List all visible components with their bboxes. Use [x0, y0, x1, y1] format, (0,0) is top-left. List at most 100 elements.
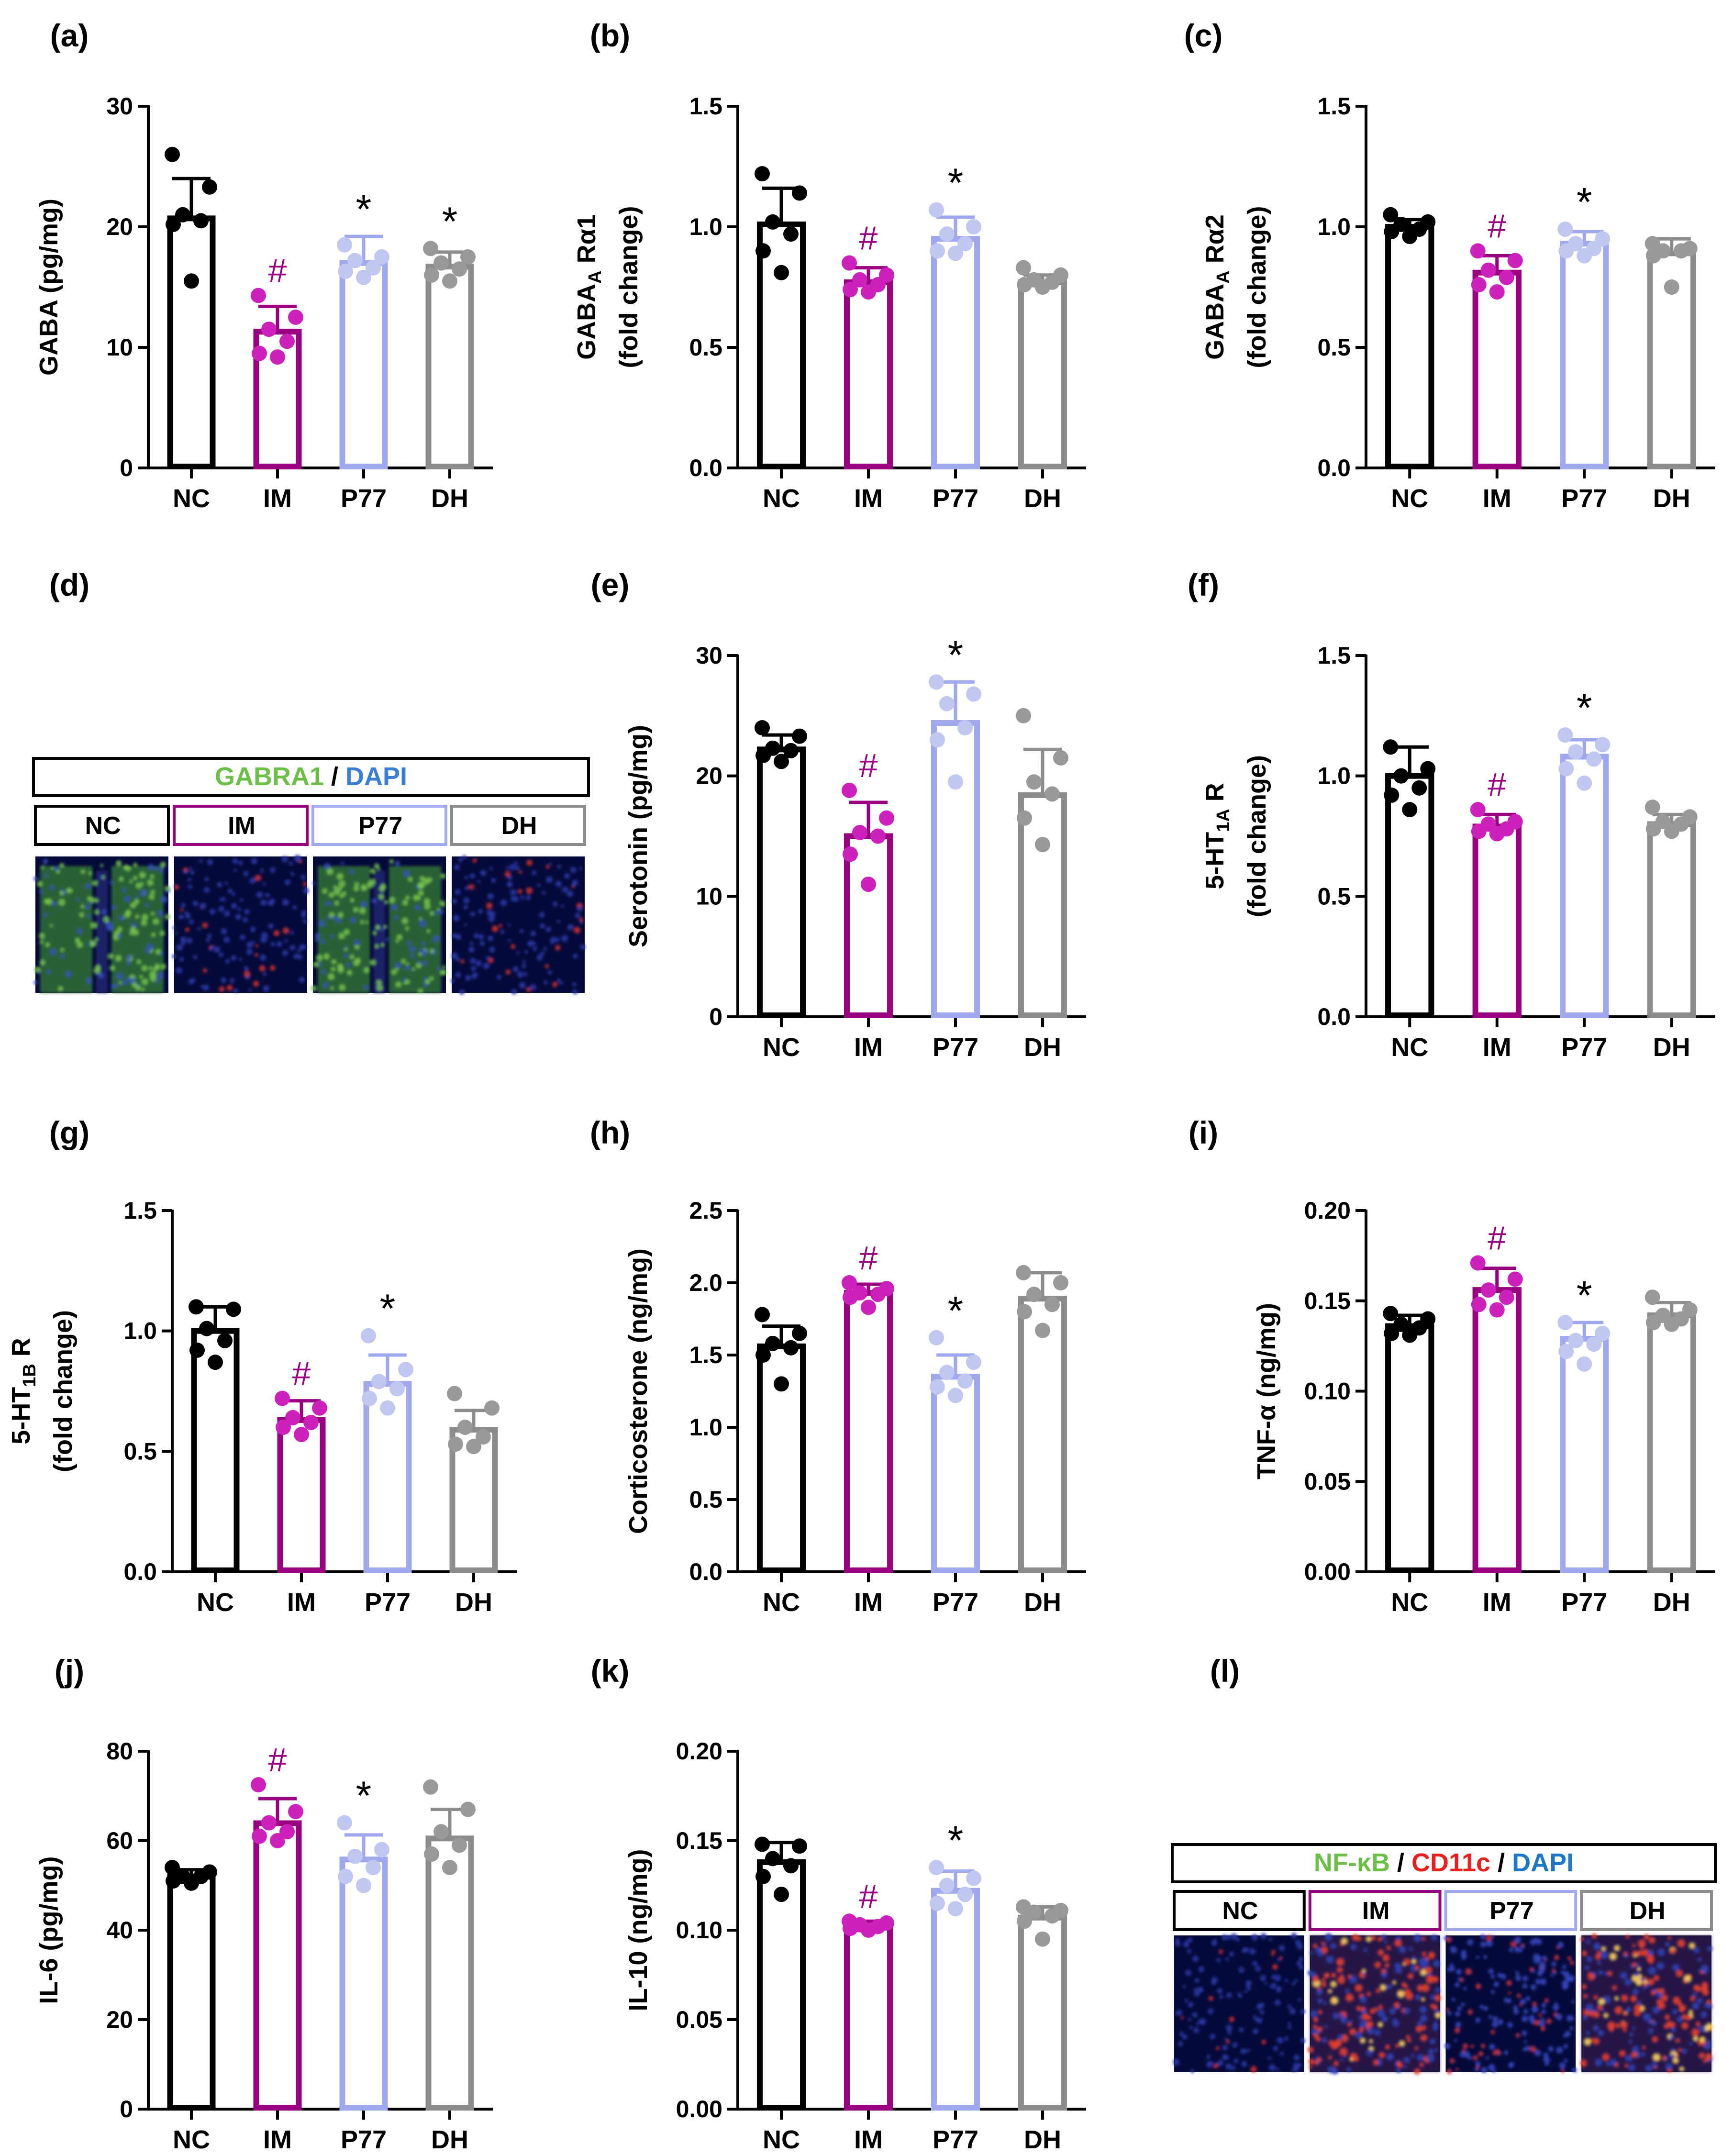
- cell: [1689, 2010, 1693, 2014]
- cell: [1255, 1966, 1261, 1972]
- cell: [1404, 1989, 1411, 1996]
- cell: [1252, 1961, 1258, 1967]
- cell: [329, 902, 333, 906]
- data-point: [1507, 1271, 1523, 1287]
- cell: [1670, 1948, 1676, 1954]
- cell: [58, 986, 63, 991]
- data-point: [1489, 284, 1505, 300]
- cell: [1623, 1952, 1628, 1956]
- cell: [1481, 2067, 1488, 2073]
- cell: [1489, 2015, 1492, 2019]
- cell: [1323, 1943, 1327, 1946]
- cell: [516, 951, 520, 955]
- cell: [146, 944, 154, 951]
- data-point: [966, 686, 981, 702]
- cell: [1653, 2054, 1660, 2061]
- cell: [410, 946, 416, 952]
- cell: [546, 927, 551, 932]
- cell: [1522, 2047, 1527, 2052]
- data-point: [1044, 1297, 1060, 1312]
- cell: [1376, 1989, 1380, 1993]
- cell: [197, 927, 200, 931]
- cell: [323, 953, 330, 960]
- data-point: [1558, 243, 1574, 259]
- cell: [154, 866, 159, 871]
- cell: [1426, 2054, 1434, 2062]
- data-point: [1016, 260, 1031, 276]
- cell: [263, 985, 269, 992]
- cell: [133, 862, 137, 867]
- cell: [375, 944, 379, 948]
- cell: [510, 889, 516, 896]
- data-point: [484, 1400, 500, 1416]
- cell: [1490, 1989, 1495, 1994]
- cell: [411, 967, 415, 971]
- cell: [1489, 2044, 1495, 2050]
- cell: [192, 900, 199, 906]
- cell: [281, 856, 289, 863]
- cell: [153, 967, 157, 972]
- cell: [270, 942, 276, 946]
- cell: [1268, 1937, 1272, 1941]
- cell: [1316, 1989, 1323, 1995]
- cell: [232, 892, 235, 896]
- data-point: [1586, 1336, 1602, 1352]
- cell: [323, 982, 329, 988]
- data-point: [1577, 1356, 1592, 1372]
- cell: [1348, 1975, 1352, 1978]
- cell: [255, 953, 258, 957]
- panel-label: (d): [49, 567, 89, 602]
- cell: [1595, 1954, 1601, 1960]
- cell: [1638, 1940, 1646, 1947]
- cell: [289, 945, 296, 951]
- cell: [297, 949, 301, 953]
- cell: [359, 907, 366, 914]
- cell: [1366, 2049, 1373, 2056]
- cell: [1362, 1969, 1366, 1973]
- cell: [227, 889, 233, 894]
- cell: [89, 871, 92, 876]
- data-point: [1016, 708, 1031, 723]
- cell: [149, 971, 156, 978]
- cell: [1296, 1961, 1302, 1966]
- cell: [520, 929, 524, 934]
- data-point: [452, 1837, 467, 1853]
- cell: [1488, 1968, 1494, 1974]
- cell: [1684, 1975, 1691, 1982]
- fluorescence-image: [172, 855, 309, 993]
- y-axis-label: TNF-α (ng/mg): [1252, 1303, 1281, 1479]
- cell: [1389, 2054, 1394, 2059]
- data-point: [1480, 262, 1496, 278]
- cell: [1462, 2043, 1468, 2049]
- cell: [1323, 2001, 1327, 2005]
- cell: [1360, 2038, 1366, 2043]
- cell: [478, 934, 484, 940]
- data-point: [312, 1400, 327, 1416]
- cell: [224, 881, 228, 885]
- cell: [87, 896, 92, 901]
- cell: [1331, 1973, 1336, 1978]
- stain-name: NF-κB: [1314, 1848, 1390, 1877]
- y-axis-label: GABAA Rα2: [1200, 214, 1233, 360]
- cell: [1297, 2063, 1302, 2067]
- panel-label: (f): [1188, 567, 1219, 602]
- cell: [1637, 1967, 1641, 1971]
- cell: [1486, 2056, 1489, 2060]
- y-tick-label: 0.5: [689, 1486, 722, 1513]
- cell: [204, 887, 210, 893]
- cell: [330, 935, 334, 938]
- cell: [555, 945, 561, 951]
- data-point: [1645, 1315, 1661, 1331]
- cell: [256, 944, 259, 947]
- cell: [1644, 1934, 1650, 1940]
- cell: [1491, 1935, 1495, 1938]
- cell: [555, 881, 562, 888]
- cell: [153, 918, 159, 925]
- cell: [1340, 2016, 1347, 2023]
- cell: [1422, 1937, 1425, 1940]
- data-point: [276, 1420, 291, 1435]
- cell: [473, 933, 479, 938]
- cell: [550, 936, 556, 943]
- cell: [1443, 1935, 1448, 1941]
